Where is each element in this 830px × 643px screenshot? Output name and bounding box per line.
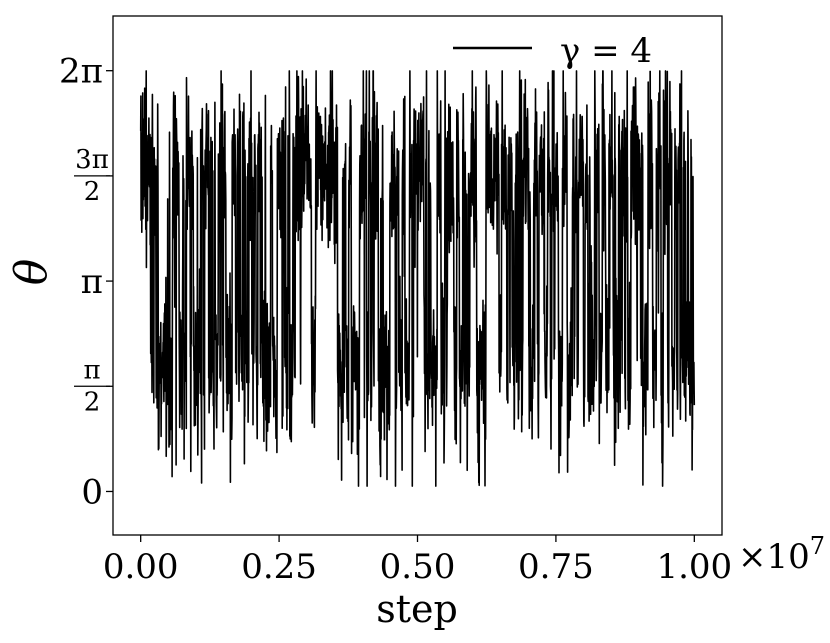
series-gamma-4-segment (427, 70, 452, 487)
y-tick-label-denominator: 2 (84, 387, 101, 417)
series-gamma-4-segment (383, 95, 408, 487)
x-tick-label: 0.50 (380, 547, 456, 587)
series-gamma-4-segment (627, 70, 652, 486)
series-gamma-4-segment (339, 99, 364, 487)
x-axis-label: step (376, 587, 458, 631)
x-tick-label: 0.25 (241, 547, 317, 587)
series-gamma-4-segment (361, 70, 386, 487)
y-axis-label: θ (6, 259, 57, 286)
x-axis-ticks: 0.00 0.25 0.50 0.75 1.00 (103, 535, 732, 587)
y-tick-label-numerator: π (83, 355, 100, 385)
legend: γ = 4 (453, 31, 652, 71)
series-gamma-4-segment (583, 70, 607, 445)
y-tick-label: 2π (59, 52, 103, 92)
series-gamma-4-segment (206, 70, 231, 450)
legend-label-gamma-4: γ = 4 (560, 31, 652, 71)
series-gamma-4-segment (450, 70, 474, 472)
x-tick-label: 1.00 (656, 547, 732, 587)
x-axis-multiplier: ×107 (738, 532, 825, 577)
series-gamma-4-segment (494, 70, 519, 430)
x-tick-label: 0.75 (518, 547, 594, 587)
series-gamma-4-segment (472, 70, 497, 487)
series-gamma-4-segment (294, 70, 319, 429)
series-gamma-4-line-group (139, 70, 696, 487)
series-gamma-4-segment (228, 70, 253, 484)
series-gamma-4-segment (250, 94, 275, 452)
series-gamma-4-segment (405, 70, 430, 487)
series-gamma-4-segment (272, 70, 297, 454)
x-tick-label: 0.00 (103, 547, 179, 587)
series-gamma-4-segment (139, 70, 164, 451)
series-gamma-4-segment (605, 70, 629, 467)
series-gamma-4-segment (538, 70, 563, 474)
series-gamma-4-segment (162, 91, 186, 478)
series-gamma-4-segment (649, 70, 674, 487)
series-gamma-4-segment (317, 70, 341, 461)
y-tick-label-denominator: 2 (84, 177, 101, 207)
y-tick-label-numerator: 3π (75, 145, 109, 175)
y-tick-label: 0 (81, 472, 103, 512)
series-gamma-4-segment (184, 76, 208, 484)
series-gamma-4-segment (516, 70, 541, 440)
series-gamma-4-segment (560, 70, 585, 473)
series-gamma-4-segment (671, 70, 696, 471)
y-tick-label: π (81, 262, 103, 302)
